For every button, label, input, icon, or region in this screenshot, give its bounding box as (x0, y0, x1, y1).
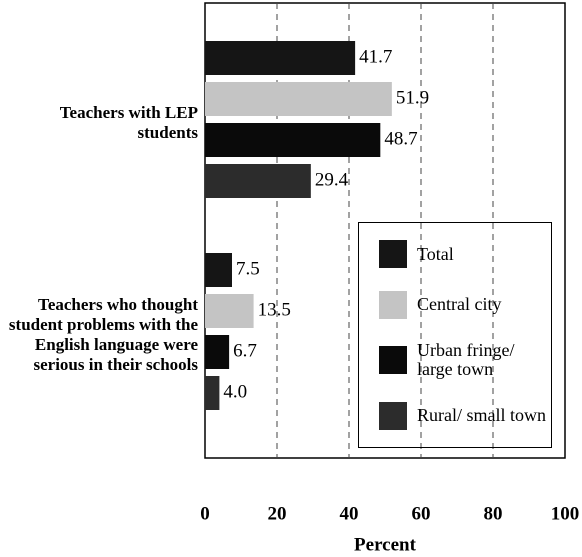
legend-swatch (379, 401, 407, 430)
value-label: 48.7 (384, 128, 417, 149)
x-tick-label: 40 (340, 503, 359, 524)
category-label: Teachers with LEP students (59, 103, 198, 142)
bar (205, 253, 232, 287)
legend: Total Central city Urban fringe/ large tow… (358, 222, 552, 448)
bar (205, 41, 356, 75)
x-tick-label: 60 (412, 503, 431, 524)
bar (205, 82, 392, 116)
x-tick-label: 100 (551, 503, 580, 524)
value-label: 13.5 (258, 299, 291, 320)
legend-label: Total (417, 243, 454, 264)
bar (205, 376, 220, 410)
legend-swatch (379, 240, 407, 269)
value-label: 4.0 (223, 381, 247, 402)
value-label: 6.7 (233, 340, 257, 361)
legend-swatch (379, 290, 407, 319)
legend-item: Urban fringe/ large town (359, 341, 551, 379)
legend-label: Rural/ small town (417, 405, 546, 426)
bar (205, 123, 381, 157)
bar (205, 335, 230, 369)
bar (205, 294, 254, 328)
x-tick-label: 80 (484, 503, 503, 524)
legend-label: Central city (417, 294, 502, 315)
legend-item: Central city (359, 290, 551, 319)
plot-frame (204, 2, 566, 459)
value-label: 51.9 (396, 87, 429, 108)
legend-label: Urban fringe/ large town (417, 340, 515, 380)
bar (205, 164, 311, 198)
x-tick-label: 20 (268, 503, 287, 524)
legend-item: Total (359, 240, 551, 269)
category-label: Teachers who thought student problems wi… (8, 295, 198, 374)
x-axis-label: Percent (354, 534, 417, 555)
value-label: 7.5 (236, 258, 260, 279)
value-label: 29.4 (315, 169, 349, 190)
legend-item: Rural/ small town (359, 401, 551, 430)
legend-swatch (379, 346, 407, 375)
value-label: 41.7 (359, 46, 392, 67)
x-tick-label: 0 (200, 503, 210, 524)
